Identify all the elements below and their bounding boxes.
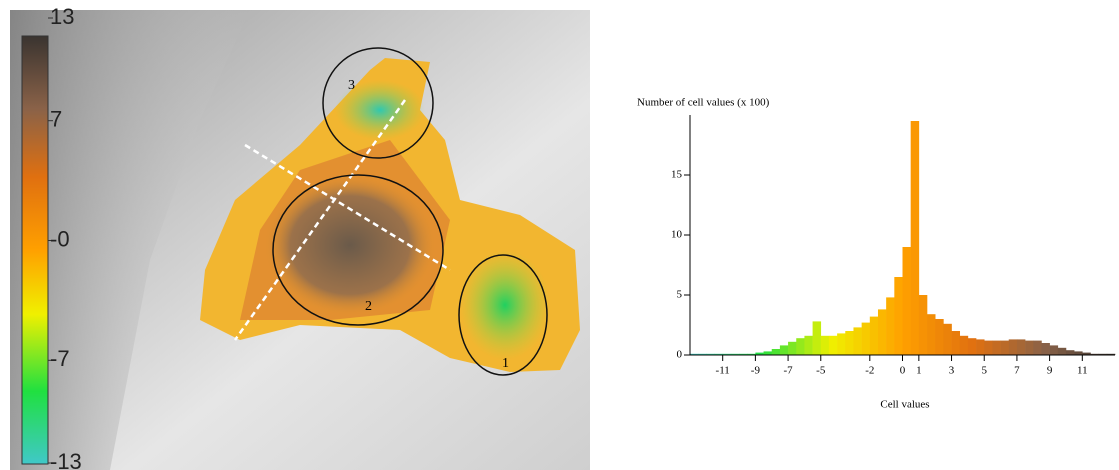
bar [870, 317, 878, 355]
x-tick-label: 3 [949, 365, 955, 377]
bar [837, 333, 845, 355]
bar [992, 341, 1000, 355]
bar [952, 331, 960, 355]
bar [1009, 339, 1017, 355]
bar [813, 321, 821, 355]
colorbar-tick-label: -0 [50, 226, 70, 251]
x-tick-label: -2 [865, 365, 874, 377]
figure: 3 2 1 137-0-7-13 Number of cell values (… [0, 0, 1119, 470]
y-tick-label: 0 [677, 349, 683, 361]
y-tick-label: 15 [671, 169, 683, 181]
bar [927, 314, 935, 355]
x-tick-label: 11 [1077, 365, 1088, 377]
y-tick-label: 5 [677, 289, 683, 301]
bar [862, 323, 870, 355]
bar [935, 319, 943, 355]
bar [1033, 341, 1041, 355]
histogram: Number of cell values (x 100) Cell value… [637, 97, 1115, 411]
bar [788, 342, 796, 355]
bar [1058, 348, 1066, 355]
annotation: 3 [348, 78, 355, 93]
annotation: 2 [365, 299, 372, 314]
y-axis-title: Number of cell values (x 100) [637, 97, 770, 109]
bar [976, 339, 984, 355]
x-tick-label: -5 [816, 365, 826, 377]
green-zone [460, 250, 550, 360]
x-tick-label: 9 [1047, 365, 1053, 377]
bar [1066, 350, 1074, 355]
annotation: 1 [502, 356, 509, 371]
bar [853, 327, 861, 355]
colorbar-tick-label: -7 [50, 346, 70, 371]
bar [960, 336, 968, 355]
bar [829, 336, 837, 355]
bar [919, 295, 927, 355]
bar [780, 345, 788, 355]
bar [1017, 339, 1025, 355]
x-tick-label: 7 [1014, 365, 1020, 377]
bar [968, 338, 976, 355]
bar [1074, 351, 1082, 355]
x-axis-title: Cell values [880, 399, 929, 411]
bar [878, 309, 886, 355]
bar [903, 247, 911, 355]
colorbar-tick-label: -13 [50, 449, 82, 470]
colorbar-ramp [22, 36, 48, 464]
bar [984, 341, 992, 355]
bar [821, 336, 829, 355]
bar [772, 349, 780, 355]
bar [1041, 343, 1049, 355]
bar [943, 324, 951, 355]
x-tick-label: 1 [916, 365, 922, 377]
map: 3 2 1 13 7 -0 -7 -13 [10, 4, 590, 470]
x-tick-label: 0 [900, 365, 906, 377]
bar [886, 297, 894, 355]
bar [804, 336, 812, 355]
bar [894, 277, 902, 355]
x-tick-label: -7 [783, 365, 793, 377]
page: 3 2 1 137-0-7-13 Number of cell values (… [0, 0, 1119, 470]
y-tick-label: 10 [671, 229, 683, 241]
bar [1050, 345, 1058, 355]
x-tick-label: -9 [751, 365, 761, 377]
bar [911, 121, 919, 355]
bar [1001, 341, 1009, 355]
bar [845, 331, 853, 355]
x-tick-label: 5 [981, 365, 987, 377]
bar [764, 351, 772, 355]
x-tick-label: -11 [716, 365, 730, 377]
colorbar-tick-label: 13 [50, 4, 74, 29]
bar [796, 338, 804, 355]
colorbar-tick-label: 7 [50, 107, 62, 132]
bar [1025, 341, 1033, 355]
